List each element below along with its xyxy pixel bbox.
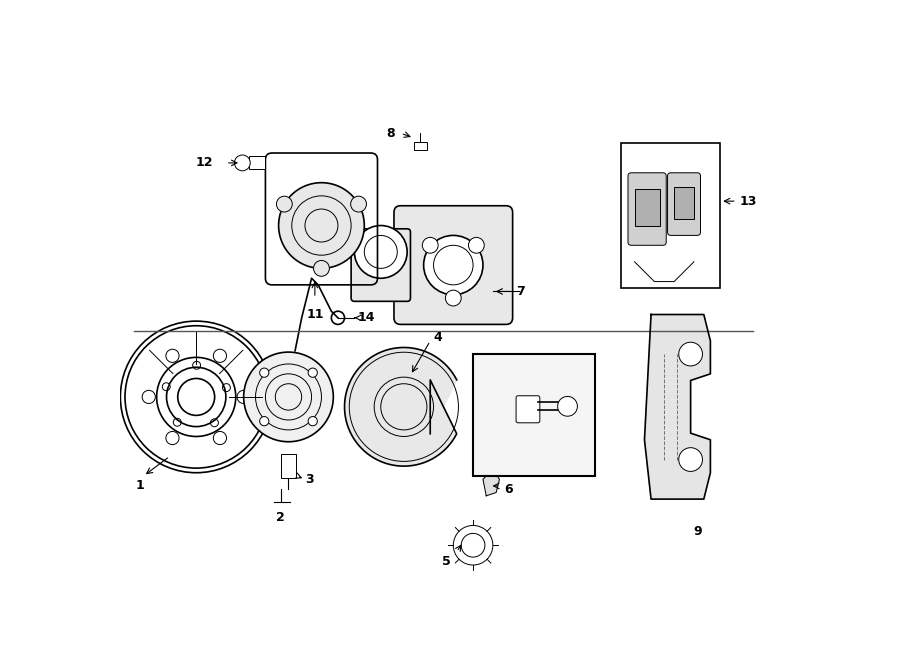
- Text: 11: 11: [306, 308, 324, 321]
- Circle shape: [244, 352, 333, 442]
- Bar: [621, 143, 720, 288]
- Text: 12: 12: [195, 156, 212, 169]
- Text: 10: 10: [519, 453, 536, 466]
- Bar: [281, 454, 296, 478]
- Polygon shape: [345, 348, 456, 466]
- FancyBboxPatch shape: [668, 173, 700, 236]
- Circle shape: [351, 196, 366, 212]
- Bar: [634, 189, 660, 226]
- Circle shape: [679, 342, 703, 366]
- Circle shape: [308, 416, 318, 426]
- Polygon shape: [483, 469, 500, 496]
- Text: 13: 13: [740, 195, 758, 208]
- Text: 3: 3: [305, 473, 313, 486]
- Circle shape: [313, 260, 329, 276]
- Circle shape: [446, 290, 461, 306]
- Circle shape: [422, 238, 438, 253]
- Circle shape: [279, 183, 364, 268]
- Bar: [414, 142, 427, 150]
- Bar: [473, 354, 595, 476]
- Circle shape: [355, 226, 407, 278]
- Circle shape: [424, 236, 483, 295]
- Circle shape: [308, 368, 318, 377]
- Text: 6: 6: [505, 483, 513, 496]
- Polygon shape: [644, 314, 710, 499]
- FancyBboxPatch shape: [628, 173, 666, 246]
- Text: 7: 7: [516, 285, 525, 298]
- Circle shape: [259, 368, 269, 377]
- Bar: [674, 187, 694, 219]
- Circle shape: [276, 196, 292, 212]
- Circle shape: [469, 238, 484, 253]
- Text: 2: 2: [276, 511, 285, 524]
- Text: 1: 1: [136, 479, 145, 493]
- Text: 14: 14: [357, 311, 375, 324]
- Circle shape: [558, 397, 578, 416]
- Circle shape: [679, 448, 703, 471]
- Text: 8: 8: [386, 126, 395, 140]
- Bar: [249, 156, 266, 169]
- FancyBboxPatch shape: [516, 396, 540, 423]
- Circle shape: [234, 155, 250, 171]
- Text: 9: 9: [693, 526, 701, 538]
- FancyBboxPatch shape: [394, 206, 513, 324]
- Text: 4: 4: [434, 331, 442, 344]
- FancyBboxPatch shape: [351, 229, 410, 301]
- Circle shape: [259, 416, 269, 426]
- Text: 5: 5: [442, 555, 451, 568]
